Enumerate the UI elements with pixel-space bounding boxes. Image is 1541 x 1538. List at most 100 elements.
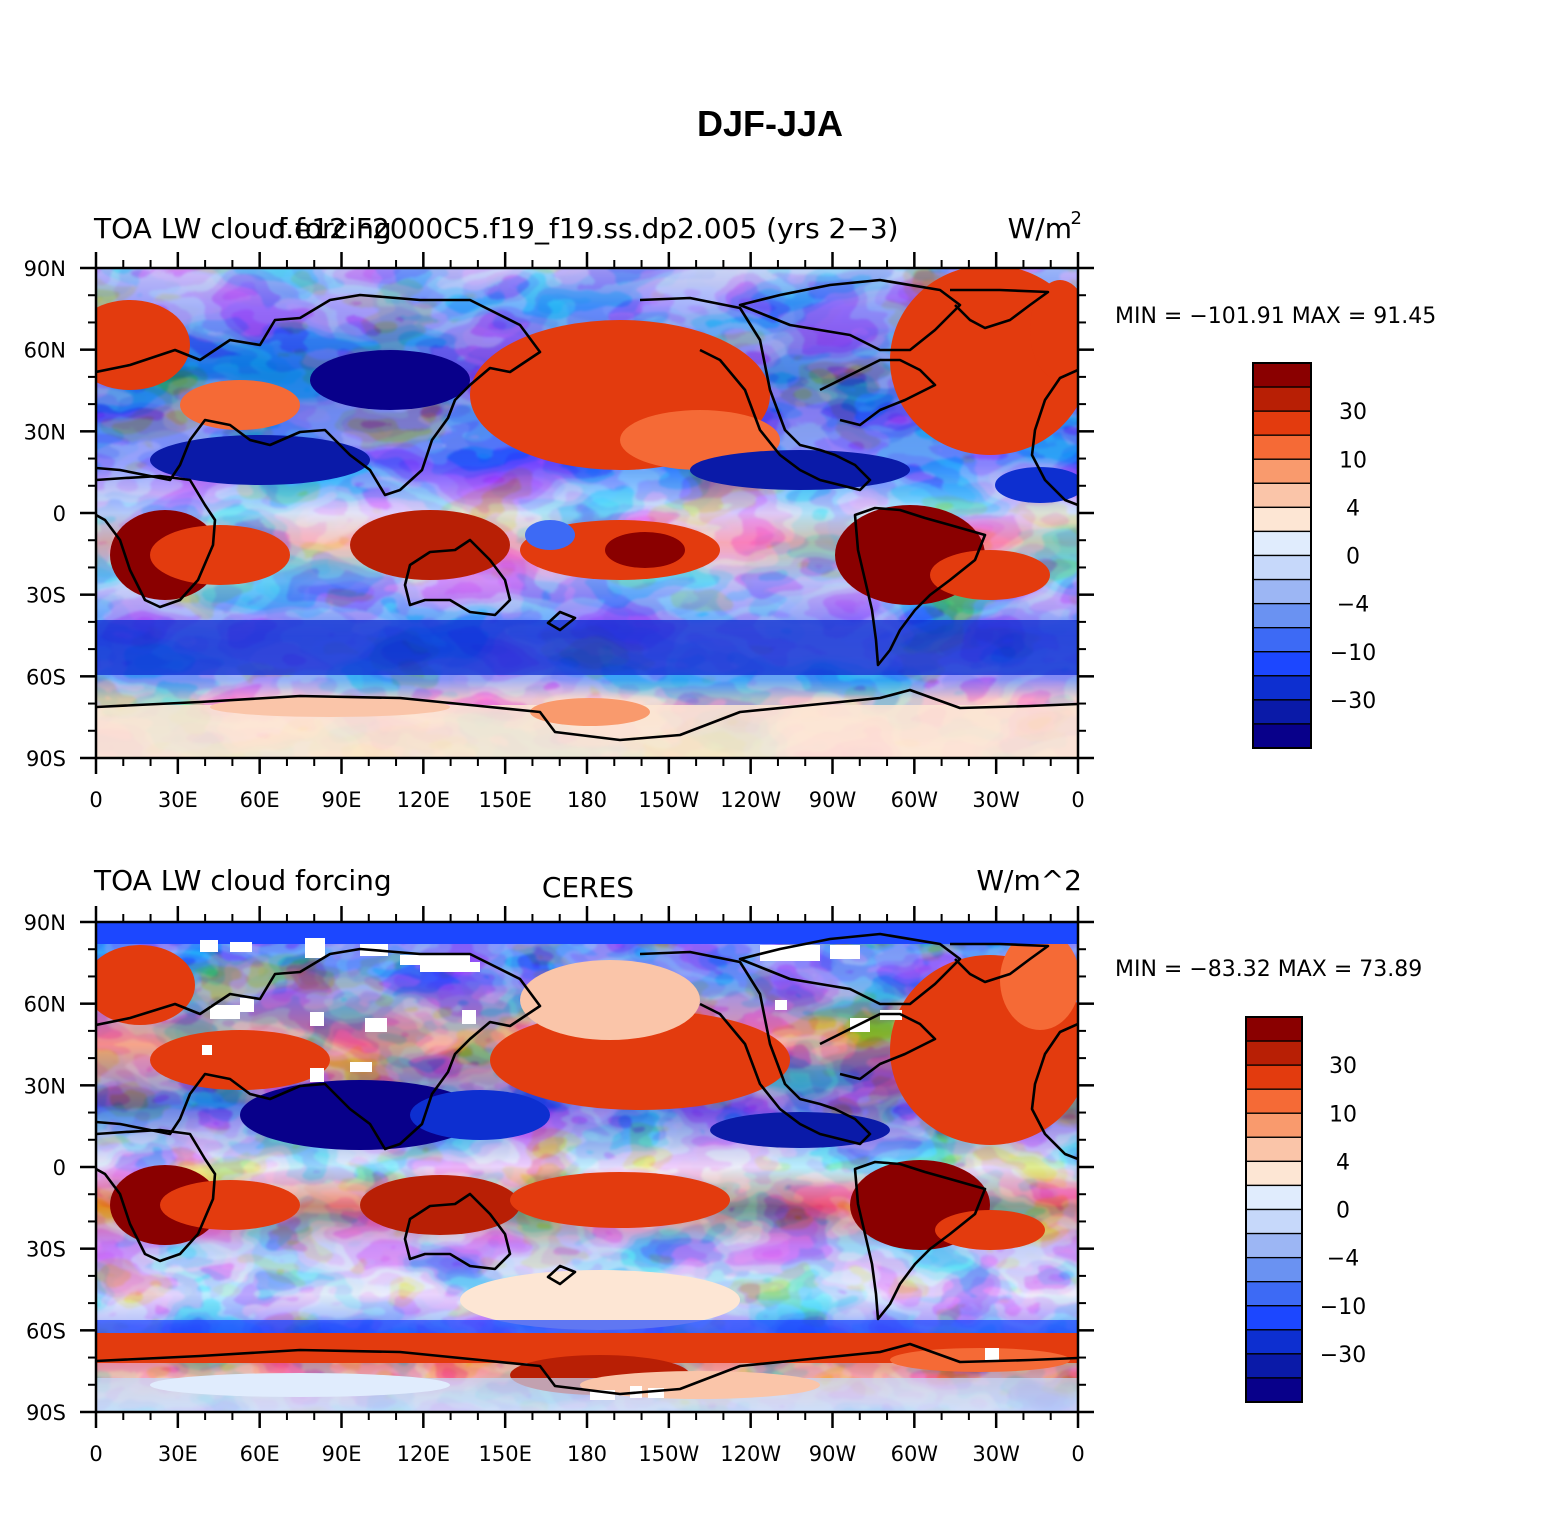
colorbar-swatch [1252,627,1312,653]
lat-tick-label: 0 [53,502,66,526]
lon-tick-label: 150W [638,788,699,812]
lon-tick-label: 0 [89,788,102,812]
colorbar-swatch [1252,386,1312,412]
lon-tick-label: 60W [891,788,939,812]
lon-tick-label: 120W [720,788,781,812]
axis-ticks [80,906,1094,1428]
colorbar-swatch [1245,1377,1303,1403]
colorbar-swatch [1245,1064,1303,1090]
lat-axis-labels: 90N 60N 30N 0 30S 60S 90S [24,257,66,771]
colorbar-swatch [1245,1281,1303,1307]
colorbar-swatch [1252,506,1312,533]
field-anomaly-blobs [96,922,1078,1412]
lat-tick-label: 60N [24,993,66,1017]
lon-tick-label: 60W [891,1442,939,1466]
lon-tick-label: 90W [809,1442,857,1466]
colorbar-label: 10 [1339,448,1367,473]
panel-right-title: W/m^2 [976,864,1082,897]
colorbar-swatch [1252,458,1312,484]
lat-tick-label: 30N [24,1074,66,1098]
colorbar-swatch [1245,1040,1303,1066]
lon-axis-labels: 0 30E 60E 90E 120E 150E 180 150W 120W 90W 60W 30W 0 [89,788,1084,812]
map-field [96,268,1078,758]
colorbar-label: 4 [1346,496,1360,521]
colorbar-swatch [1252,434,1312,460]
colorbar-label: −30 [1330,689,1376,714]
lon-tick-label: 30W [972,1442,1020,1466]
lat-tick-label: 90S [26,1401,66,1425]
lat-tick-label: 90N [24,257,66,281]
colorbar-frame [1252,362,1312,749]
colorbar-swatch [1245,1329,1303,1355]
colorbar-swatch [1245,1016,1303,1042]
lon-tick-label: 90E [322,1442,362,1466]
colorbar-swatch [1245,1353,1303,1379]
lat-tick-label: 90S [26,747,66,771]
colorbar-swatch [1252,554,1312,581]
colorbar-swatch [1252,578,1312,605]
lat-tick-label: 30N [24,420,66,444]
colorbar-swatch [1245,1112,1303,1138]
lat-tick-label: 0 [53,1156,66,1180]
colorbar-swatch [1252,699,1312,725]
colorbar-label: 4 [1336,1150,1350,1175]
colorbar-swatch [1245,1184,1303,1211]
lon-tick-label: 120E [397,788,450,812]
colorbar: 30 10 4 0 −4 −10 −30 [1245,1016,1366,1403]
colorbar-label: −10 [1330,641,1376,666]
colorbar-swatch [1252,651,1312,677]
min-max-readout: MIN = −101.91 MAX = 91.45 [1115,304,1436,329]
colorbar-frame [1245,1016,1303,1403]
axis-ticks [80,252,1094,774]
coastlines [96,932,1078,1396]
colorbar-label: −30 [1320,1343,1366,1368]
colorbar-swatch [1245,1305,1303,1331]
panel-observations: TOA LW cloud forcing CERES W/m^2 [24,864,1423,1466]
colorbar-swatch [1252,602,1312,629]
panel-model: TOA LW cloud forcing f.e12.F2000C5.f19_f… [24,208,1437,812]
lon-tick-label: 120W [720,1442,781,1466]
colorbar-swatch [1252,362,1312,388]
colorbar-swatch [1252,410,1312,436]
colorbar-label: −10 [1320,1295,1366,1320]
lon-tick-label: 90E [322,788,362,812]
panel-center-title: f.e12.F2000C5.f19_f19.ss.dp2.005 (yrs 2−… [277,212,898,245]
lon-tick-label: 30W [972,788,1020,812]
colorbar-swatch [1252,675,1312,701]
colorbar-swatch [1245,1136,1303,1163]
lon-tick-label: 0 [1071,1442,1084,1466]
lat-axis-labels: 90N 60N 30N 0 30S 60S 90S [24,911,66,1425]
lon-tick-label: 30E [158,788,198,812]
lon-tick-label: 0 [89,1442,102,1466]
lon-tick-label: 180 [567,1442,607,1466]
colorbar-swatch [1252,530,1312,557]
lon-tick-label: 150E [478,788,531,812]
lon-tick-label: 150W [638,1442,699,1466]
lat-tick-label: 30S [26,1238,66,1262]
lon-tick-label: 120E [397,1442,450,1466]
colorbar-swatch [1245,1208,1303,1235]
lon-tick-label: 60E [240,1442,280,1466]
colorbar-swatch [1245,1160,1303,1187]
colorbar-label: −4 [1337,593,1369,618]
colorbar-label: 10 [1329,1102,1357,1127]
lat-tick-label: 30S [26,584,66,608]
figure-title: DJF-JJA [697,103,843,144]
units-superscript: 2 [1071,208,1082,229]
lon-tick-label: 90W [809,788,857,812]
colorbar-label: 30 [1339,400,1367,425]
colorbar-swatch [1252,482,1312,509]
panel-left-title: TOA LW cloud forcing [93,864,392,897]
panel-right-title: W/m [1008,212,1072,245]
colorbar-swatch [1245,1256,1303,1283]
lon-tick-label: 60E [240,788,280,812]
field-anomaly-blobs [96,268,1078,758]
colorbar-swatch [1245,1088,1303,1114]
colorbar-label: 0 [1336,1199,1350,1224]
lon-tick-label: 0 [1071,788,1084,812]
coastlines [96,278,1078,742]
colorbar-swatch [1252,723,1312,749]
lon-tick-label: 150E [478,1442,531,1466]
lat-tick-label: 60N [24,339,66,363]
